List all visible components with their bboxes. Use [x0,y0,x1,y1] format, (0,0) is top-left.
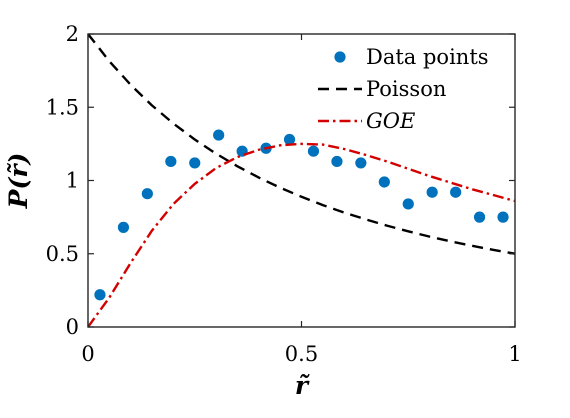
legend-label: Data points [366,45,489,69]
data-point [189,157,201,169]
series-line-poisson [88,34,515,255]
data-point [117,221,130,233]
x-tick-label: 0.5 [285,342,318,366]
data-point [307,145,320,157]
data-point [378,176,390,188]
data-point [94,289,106,301]
data-point [426,186,438,198]
legend-item-goe: GOE [318,109,415,133]
data-point [141,188,153,200]
x-tick-label: 1 [508,342,521,366]
data-point [497,211,509,223]
data-point [283,133,296,146]
legend-swatch [334,51,346,63]
y-tick-label: 1 [66,169,79,193]
data-point [355,157,367,169]
series-poisson [88,34,515,255]
series-data-points [94,129,509,301]
series-line-goe [88,142,515,327]
data-point [402,198,414,210]
legend-label: GOE [366,109,415,133]
data-point [331,155,343,168]
series-goe [88,142,515,327]
y-axis-label: P(r̃) [4,153,33,210]
ticks-layer: 0 0.5 1 0 0.5 1 1.5 2 [46,22,522,366]
x-tick-label: 0 [81,342,94,366]
y-tick-label: 0 [66,315,79,339]
x-axis-label: r̃ [295,371,310,400]
data-point [213,129,225,141]
y-tick-label: 0.5 [46,242,79,266]
y-tick-label: 1.5 [46,95,79,119]
series-layer [88,34,515,327]
data-point [165,155,177,168]
legend-item-data-points: Data points [334,45,489,69]
data-point [473,211,486,223]
data-point [450,186,462,198]
legend: Data points Poisson GOE [318,45,489,133]
legend-label: Poisson [366,77,446,101]
legend-item-poisson: Poisson [318,77,446,101]
y-tick-label: 2 [66,22,79,46]
